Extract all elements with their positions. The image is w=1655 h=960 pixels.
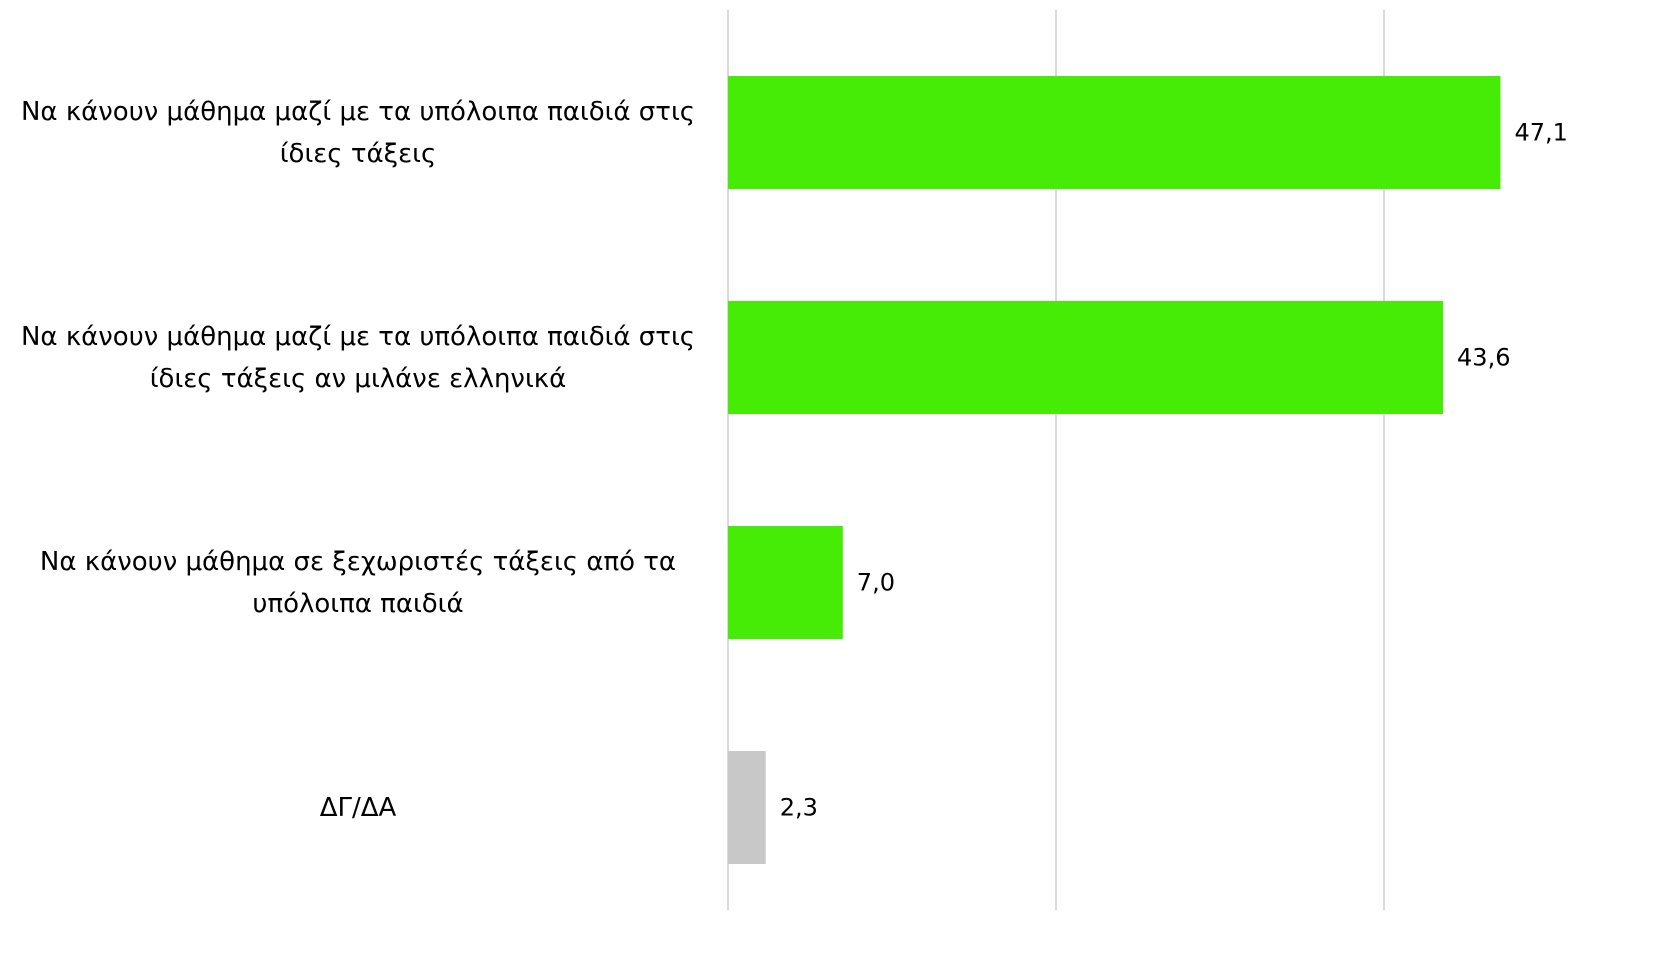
category-label-0: Να κάνουν μάθημα μαζί με τα υπόλοιπα παι… [20,96,696,169]
category-label-3: ΔΓ/ΔΑ [319,792,397,823]
bar-1 [728,301,1444,414]
bar-3 [728,751,766,864]
data-label-0: 47,1 [1514,119,1567,147]
category-label-2: Να κάνουν μάθημα σε ξεχωριστές τάξεις απ… [39,546,677,619]
bar-2 [728,526,843,639]
data-label-2: 7,0 [857,569,895,597]
bar-0 [728,76,1501,189]
category-label-1: Να κάνουν μάθημα μαζί με τα υπόλοιπα παι… [20,321,696,394]
data-label-3: 2,3 [780,794,818,822]
data-label-1: 43,6 [1457,344,1510,372]
